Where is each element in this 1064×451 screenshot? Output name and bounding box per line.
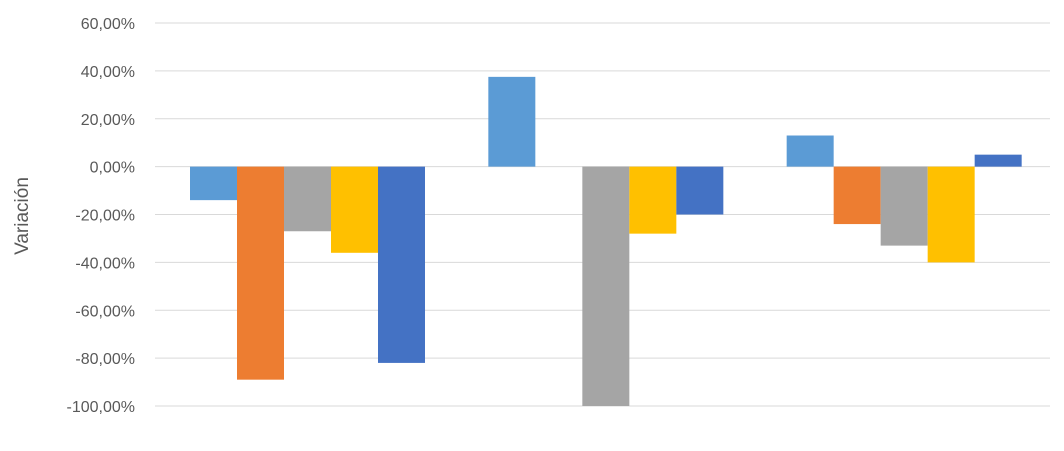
bar-series-2-category-3 xyxy=(833,166,881,225)
bar-series-3-category-1 xyxy=(284,166,331,232)
bar-series-1-category-1 xyxy=(190,166,237,201)
bar-series-2-category-1 xyxy=(237,166,284,380)
bar-series-1-category-2 xyxy=(488,76,536,167)
y-tick-label: -60,00% xyxy=(75,303,135,320)
y-tick-label: -80,00% xyxy=(75,351,135,368)
y-tick-label: -40,00% xyxy=(75,255,135,272)
y-tick-label: -20,00% xyxy=(75,208,135,225)
y-tick-label: 20,00% xyxy=(81,112,135,129)
y-tick-label: 40,00% xyxy=(81,64,135,81)
bar-series-4-category-1 xyxy=(331,166,378,253)
bar-series-1-category-3 xyxy=(786,135,834,167)
y-tick-label: 60,00% xyxy=(81,16,135,33)
bar-series-4-category-2 xyxy=(629,166,677,234)
bar-series-3-category-2 xyxy=(582,166,630,406)
y-tick-label: 0,00% xyxy=(90,160,135,177)
y-tick-label: -100,00% xyxy=(67,399,136,416)
y-axis-label: Variación xyxy=(12,177,33,255)
bar-series-4-category-3 xyxy=(927,166,975,263)
bars xyxy=(190,76,1022,406)
bar-series-3-category-3 xyxy=(880,166,928,246)
bar-series-5-category-1 xyxy=(378,166,425,363)
bar-series-5-category-3 xyxy=(974,154,1022,167)
bar-series-5-category-2 xyxy=(676,166,724,215)
y-axis-ticks: 60,00% 40,00% 20,00% 0,00% -20,00% -40,00% -60… xyxy=(67,16,136,416)
